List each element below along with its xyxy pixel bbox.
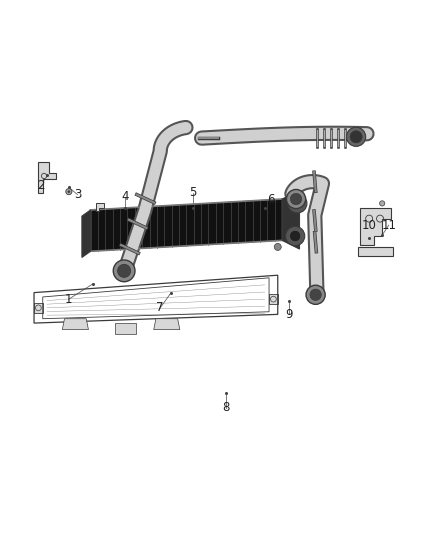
Polygon shape xyxy=(358,247,393,256)
Text: 5: 5 xyxy=(189,186,197,199)
Circle shape xyxy=(346,127,366,147)
Circle shape xyxy=(66,189,72,195)
Circle shape xyxy=(292,198,303,209)
Text: 6: 6 xyxy=(268,192,275,206)
Circle shape xyxy=(380,201,385,206)
Circle shape xyxy=(290,193,302,205)
Polygon shape xyxy=(115,323,136,334)
Polygon shape xyxy=(96,204,104,211)
Circle shape xyxy=(288,194,307,213)
Circle shape xyxy=(274,244,281,251)
Polygon shape xyxy=(154,319,180,329)
Text: 11: 11 xyxy=(381,219,396,232)
Circle shape xyxy=(286,189,306,208)
Polygon shape xyxy=(82,210,91,257)
Polygon shape xyxy=(282,190,300,249)
Text: 8: 8 xyxy=(222,401,229,415)
Text: 9: 9 xyxy=(285,308,293,321)
Bar xyxy=(268,294,278,304)
Polygon shape xyxy=(62,319,88,329)
Text: 2: 2 xyxy=(37,180,44,192)
Circle shape xyxy=(290,230,301,241)
Text: 3: 3 xyxy=(74,188,81,201)
Circle shape xyxy=(67,190,70,193)
Text: 7: 7 xyxy=(156,301,164,314)
Circle shape xyxy=(310,289,321,301)
Polygon shape xyxy=(91,199,282,251)
Circle shape xyxy=(286,227,305,246)
Polygon shape xyxy=(360,208,391,245)
Bar xyxy=(34,303,43,313)
Text: 4: 4 xyxy=(122,190,129,204)
Circle shape xyxy=(117,264,131,277)
Text: 10: 10 xyxy=(362,219,377,232)
Text: 1: 1 xyxy=(65,293,73,305)
Circle shape xyxy=(113,260,135,282)
Polygon shape xyxy=(39,162,56,193)
Circle shape xyxy=(350,131,362,143)
Circle shape xyxy=(306,285,325,304)
